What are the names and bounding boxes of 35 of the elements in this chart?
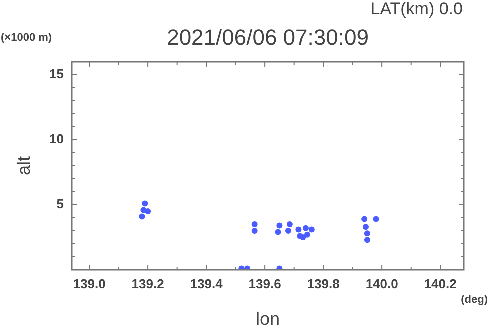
point — [142, 200, 148, 207]
point — [145, 208, 152, 214]
text: (×1000 m) — [1, 32, 52, 44]
point — [252, 228, 258, 234]
point — [275, 229, 282, 236]
x-tick-label: 139.0 — [73, 276, 106, 292]
point — [373, 216, 380, 222]
chart-title: 2021/06/06 07:30:09 — [167, 25, 369, 50]
point — [296, 226, 302, 233]
x-tick-label: 140.0 — [366, 276, 398, 292]
y-tick-label: 5 — [56, 196, 64, 212]
point — [285, 228, 292, 234]
point — [139, 214, 146, 220]
point — [286, 222, 293, 228]
point — [363, 224, 369, 230]
chart-subtitle: LAT(km) 0.0 — [370, 0, 463, 19]
y-tick-label: 15 — [50, 66, 64, 82]
x-axis-title: lon — [256, 309, 280, 330]
point — [252, 222, 258, 228]
point — [276, 222, 283, 229]
point — [304, 232, 310, 238]
point — [303, 225, 310, 232]
text: (deg) — [461, 294, 488, 306]
x-tick-label: 139.8 — [307, 276, 340, 292]
point — [308, 226, 315, 233]
point — [362, 216, 368, 222]
x-tick-label: 139.2 — [132, 276, 164, 292]
x-tick-label: 140.2 — [424, 276, 457, 292]
y-axis-title: alt — [14, 156, 34, 176]
point — [364, 230, 370, 237]
y-tick-label: 10 — [50, 132, 64, 147]
point — [297, 233, 304, 240]
x-tick-label: 139.6 — [248, 276, 282, 292]
point — [364, 237, 370, 244]
x-tick-label: 139.4 — [190, 276, 224, 292]
